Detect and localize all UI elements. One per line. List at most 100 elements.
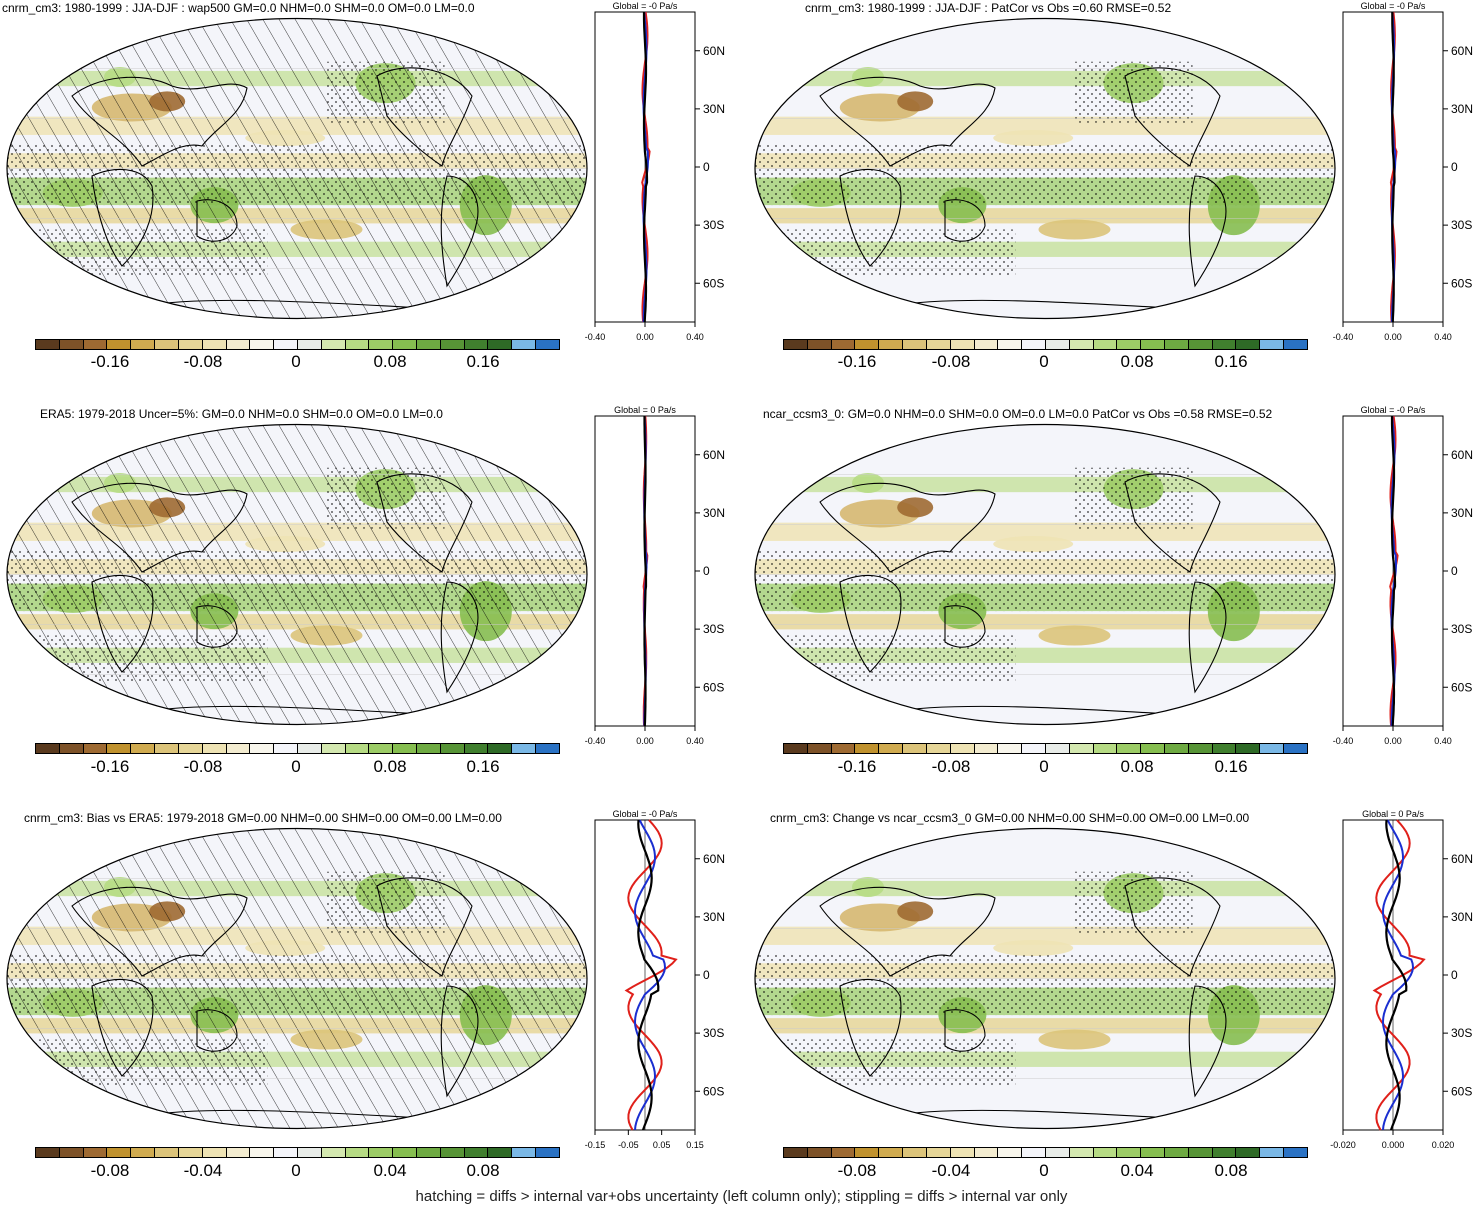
field-blob xyxy=(1038,219,1111,240)
cb-label: -0.08 xyxy=(183,757,223,776)
map-border xyxy=(754,423,1336,726)
colorbar-swatch xyxy=(321,340,346,349)
colorbar-swatch xyxy=(274,744,298,753)
coastline xyxy=(196,605,238,648)
zonal-mean-profile: Global = -0 Pa/s 60N 30N 0 30S 60S -0.40 0.00 0.… xyxy=(1333,405,1473,746)
x-tick-label: 0.00 xyxy=(636,332,654,342)
coastline xyxy=(376,473,473,573)
cb-label: -0.08 xyxy=(931,757,971,776)
panel-title: cnrm_cm3: Bias vs ERA5: 1979-2018 GM=0.0… xyxy=(24,811,502,825)
colorbar-swatch xyxy=(1069,744,1094,753)
colorbar-swatch xyxy=(297,1148,322,1157)
coastlines xyxy=(819,473,1227,715)
coastline xyxy=(1124,473,1221,573)
colorbar-swatch xyxy=(464,340,489,349)
colorbar-swatch xyxy=(83,1148,108,1157)
colorbar-swatch xyxy=(178,744,203,753)
lat-tick-label: 30N xyxy=(1451,506,1473,520)
coastline xyxy=(1124,877,1221,977)
coastline xyxy=(1188,985,1227,1098)
cb-label: 0.16 xyxy=(1214,352,1248,371)
colorbar-swatch xyxy=(926,340,951,349)
lat-tick-label: 0 xyxy=(1451,160,1458,174)
cb-label: -0.16 xyxy=(90,757,130,776)
lat-tick-label: 60N xyxy=(703,852,725,866)
cb-label: 0 xyxy=(1039,352,1049,371)
profile-title: Global = 0 Pa/s xyxy=(1362,809,1424,819)
colorbar xyxy=(783,339,1308,350)
x-tick-label: 0.05 xyxy=(653,1140,671,1150)
colorbar-swatch xyxy=(512,744,537,753)
colorbar-swatch xyxy=(1212,340,1237,349)
colorbar-swatch xyxy=(369,1148,394,1157)
field-blob xyxy=(897,91,934,112)
field-blob xyxy=(1038,1029,1111,1050)
cb-label: -0.08 xyxy=(90,1161,130,1180)
colorbar-swatch xyxy=(1069,1148,1094,1157)
cb-label: -0.08 xyxy=(183,352,223,371)
colorbar-swatch xyxy=(250,744,275,753)
colorbar-swatch xyxy=(1045,1148,1070,1157)
colorbar xyxy=(783,743,1308,754)
colorbar-swatch xyxy=(274,1148,298,1157)
colorbar-swatch xyxy=(59,1148,84,1157)
lat-tick-label: 60N xyxy=(1451,852,1473,866)
colorbar-swatch xyxy=(1141,744,1165,753)
zonal-mean-profile: Global = 0 Pa/s 60N 30N 0 30S 60S -0.020 0.000 0… xyxy=(1330,809,1473,1150)
lat-tick-label: 60S xyxy=(1451,1084,1472,1098)
coastlines xyxy=(71,67,479,309)
colorbar-swatch xyxy=(1188,340,1213,349)
panel-title: cnrm_cm3: Change vs ncar_ccsm3_0 GM=0.00… xyxy=(770,811,1250,825)
panel-title: ncar_ccsm3_0: GM=0.0 NHM=0.0 SHM=0.0 OM=… xyxy=(763,407,1273,421)
field-band xyxy=(755,476,1335,493)
coastline xyxy=(944,605,986,648)
zonal-mean-profile: Global = -0 Pa/s 60N 30N 0 30S 60S -0.40 0.00 0.… xyxy=(585,1,725,342)
stipple-region xyxy=(755,550,1335,612)
colorbar xyxy=(35,1147,560,1158)
colorbar-swatch xyxy=(321,1148,346,1157)
colorbar-swatch xyxy=(1236,1148,1261,1157)
stipple-region xyxy=(755,954,1335,1016)
x-tick-label: 0.40 xyxy=(1434,332,1452,342)
colorbar-swatch xyxy=(1284,1148,1307,1157)
colorbar-swatch xyxy=(36,340,60,349)
colorbar-swatch xyxy=(464,744,489,753)
profile-line-mean xyxy=(642,12,649,323)
coastline xyxy=(376,877,473,977)
colorbar-swatch xyxy=(1022,340,1046,349)
colorbar-swatch xyxy=(950,1148,975,1157)
colorbar-swatch xyxy=(1093,340,1118,349)
cb-label: 0 xyxy=(1039,757,1049,776)
profile-line-mean xyxy=(643,416,648,727)
cb-label: 0 xyxy=(291,352,301,371)
colorbar-swatch xyxy=(831,744,856,753)
colorbar-swatch xyxy=(950,744,975,753)
colorbar-swatch xyxy=(784,340,808,349)
lat-tick-label: 0 xyxy=(703,160,710,174)
colorbar-swatch xyxy=(178,1148,203,1157)
profile-line-mean xyxy=(1385,819,1408,1131)
profile-title: Global = -0 Pa/s xyxy=(613,1,678,11)
colorbar-swatch xyxy=(250,340,275,349)
cb-label: -0.16 xyxy=(837,352,877,371)
colorbar-swatch xyxy=(855,744,880,753)
colorbar-swatch xyxy=(417,340,441,349)
lat-tick-label: 30S xyxy=(703,1026,724,1040)
cb-label: 0.16 xyxy=(1214,757,1248,776)
colorbar-swatch xyxy=(107,340,132,349)
map-border xyxy=(6,423,588,726)
lat-tick-label: 0 xyxy=(1451,564,1458,578)
colorbar-swatch xyxy=(974,744,999,753)
field-blob xyxy=(993,940,1074,956)
colorbar-swatch xyxy=(807,744,832,753)
lat-tick-label: 30S xyxy=(703,218,724,232)
coastline xyxy=(839,978,902,1077)
colorbar-swatch xyxy=(926,744,951,753)
colorbar-swatch xyxy=(1141,1148,1165,1157)
colorbar-swatch xyxy=(440,744,465,753)
colorbar-swatch xyxy=(202,744,227,753)
map-robinson xyxy=(754,827,1336,1130)
panel-title: cnrm_cm3: 1980-1999 : JJA-DJF : wap500 G… xyxy=(2,1,475,15)
stipple-region xyxy=(755,144,1335,206)
colorbar-swatch xyxy=(36,1148,60,1157)
